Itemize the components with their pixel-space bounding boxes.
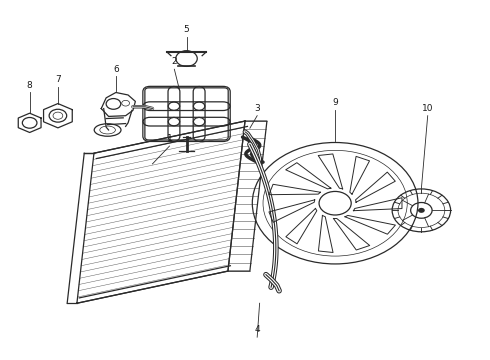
Text: 3: 3 bbox=[254, 104, 260, 113]
Text: 4: 4 bbox=[254, 325, 260, 334]
Text: 2: 2 bbox=[172, 57, 177, 66]
Circle shape bbox=[418, 208, 425, 213]
Text: 6: 6 bbox=[113, 64, 119, 73]
Text: 5: 5 bbox=[184, 25, 190, 34]
Text: 9: 9 bbox=[332, 99, 338, 108]
Text: 1: 1 bbox=[167, 134, 172, 143]
Text: 8: 8 bbox=[27, 81, 32, 90]
Text: 10: 10 bbox=[422, 104, 434, 113]
Text: 7: 7 bbox=[55, 75, 61, 84]
